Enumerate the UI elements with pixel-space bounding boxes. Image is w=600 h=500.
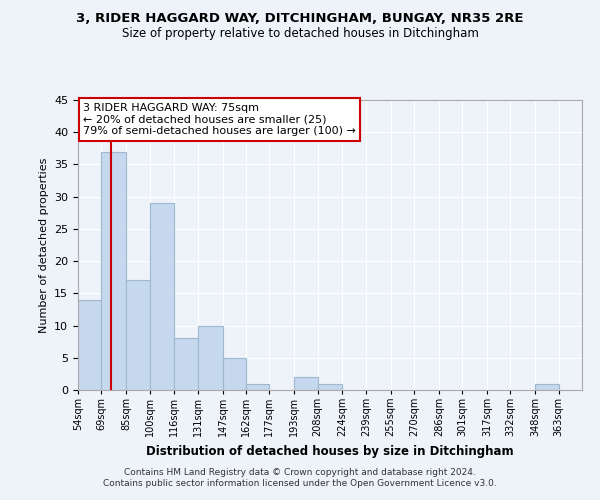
Bar	[149, 203, 175, 390]
Bar	[246, 384, 269, 390]
Bar	[175, 338, 198, 390]
Text: 3, RIDER HAGGARD WAY, DITCHINGHAM, BUNGAY, NR35 2RE: 3, RIDER HAGGARD WAY, DITCHINGHAM, BUNGA…	[76, 12, 524, 26]
Text: Contains HM Land Registry data © Crown copyright and database right 2024.
Contai: Contains HM Land Registry data © Crown c…	[103, 468, 497, 487]
Bar	[78, 300, 101, 390]
Bar	[101, 152, 126, 390]
Bar	[317, 384, 343, 390]
Bar	[535, 384, 559, 390]
Text: Size of property relative to detached houses in Ditchingham: Size of property relative to detached ho…	[122, 28, 478, 40]
X-axis label: Distribution of detached houses by size in Ditchingham: Distribution of detached houses by size …	[146, 445, 514, 458]
Y-axis label: Number of detached properties: Number of detached properties	[38, 158, 49, 332]
Bar	[126, 280, 149, 390]
Bar	[198, 326, 223, 390]
Bar	[294, 377, 317, 390]
Text: 3 RIDER HAGGARD WAY: 75sqm
← 20% of detached houses are smaller (25)
79% of semi: 3 RIDER HAGGARD WAY: 75sqm ← 20% of deta…	[83, 103, 356, 136]
Bar	[223, 358, 246, 390]
